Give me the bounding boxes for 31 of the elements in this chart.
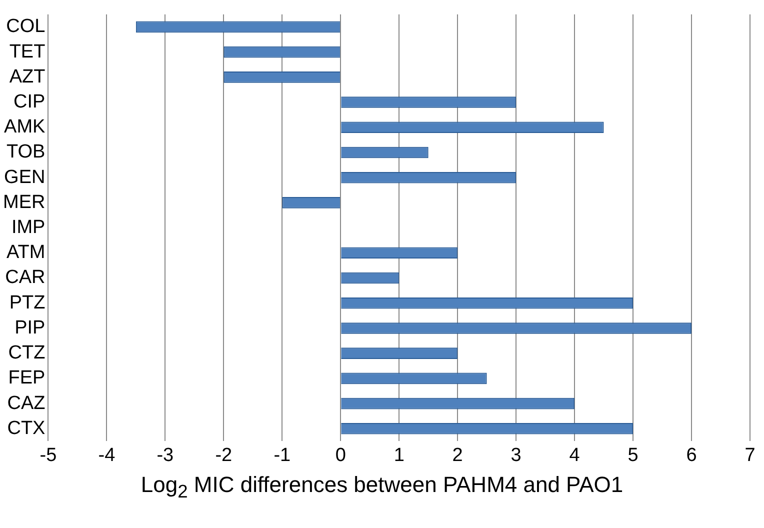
x-tick-label: -5 (40, 444, 57, 466)
x-tick-label: 5 (628, 444, 638, 466)
x-tick-label: 1 (394, 444, 404, 466)
x-tick-label: 4 (569, 444, 580, 466)
x-tick-label: 3 (510, 444, 522, 466)
x-tick-label: 7 (744, 444, 756, 466)
x-axis-title: Log$_{2}$ MIC differences between PAHM4 and PAO1 (140, 472, 624, 502)
y-tick-label: AZT (9, 66, 46, 88)
x-tick-label: -2 (215, 444, 232, 466)
y-tick-label: CIP (14, 92, 46, 113)
y-tick-label: PTZ (9, 292, 46, 314)
x-tick-label: -3 (156, 444, 174, 466)
y-tick-label: CAR (5, 267, 46, 288)
x-tick-label: -4 (98, 444, 116, 466)
y-tick-label: IMP (11, 217, 46, 238)
x-tick-label: -1 (274, 444, 291, 466)
x-tick-label: 2 (452, 444, 463, 466)
x-tick-label: 0 (335, 444, 346, 466)
y-tick-label: CTZ (8, 342, 46, 364)
y-tick-label: MER (2, 192, 46, 213)
y-tick-label: CTX (7, 418, 46, 439)
y-tick-label: PIP (14, 317, 46, 338)
y-tick-label: COL (6, 16, 46, 38)
y-tick-label: FEP (8, 368, 46, 389)
y-tick-label: TET (9, 41, 46, 62)
y-tick-label: CAZ (7, 392, 46, 414)
x-tick-label: 6 (686, 444, 697, 466)
y-tick-label: TOB (6, 142, 46, 163)
y-tick-label: AMK (4, 116, 46, 138)
y-tick-label: GEN (4, 166, 46, 188)
y-tick-label: ATM (6, 242, 46, 264)
